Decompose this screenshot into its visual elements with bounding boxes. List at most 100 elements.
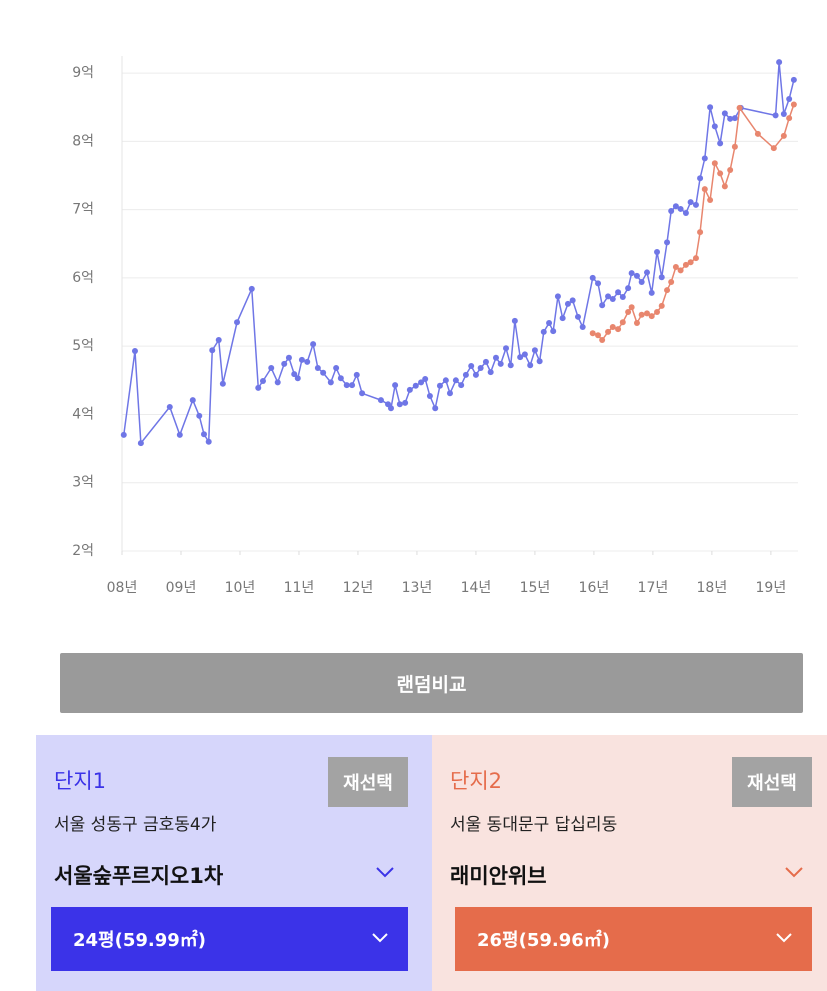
data-point: [337, 375, 344, 382]
data-point: [717, 140, 724, 147]
x-tick-label: 15년: [520, 580, 551, 596]
data-point: [707, 104, 714, 111]
data-point: [721, 110, 728, 117]
y-tick-label: 2억: [72, 543, 94, 559]
data-point: [540, 328, 547, 335]
data-point: [406, 386, 413, 393]
data-point: [546, 319, 553, 326]
data-point: [487, 369, 494, 376]
data-point: [396, 401, 403, 408]
y-tick-label: 8억: [72, 133, 94, 149]
chevron[interactable]: [374, 863, 396, 881]
data-point: [707, 197, 714, 204]
data-point: [736, 104, 743, 111]
data-point: [120, 431, 127, 438]
reselect-button[interactable]: 재선택: [328, 757, 408, 807]
data-point: [579, 324, 586, 331]
data-point: [687, 199, 694, 206]
data-point: [418, 379, 425, 386]
data-point: [615, 289, 622, 296]
data-point: [664, 239, 671, 246]
data-point: [595, 280, 602, 287]
address: 서울 성동구 금호동4가: [54, 815, 217, 835]
x-tick-label: 16년: [579, 580, 610, 596]
y-tick-label: 7억: [72, 202, 94, 218]
data-point: [599, 302, 606, 309]
data-point: [314, 365, 321, 372]
data-point: [452, 377, 459, 384]
data-point: [701, 155, 708, 162]
size-label: 24평(59.99㎡): [73, 930, 206, 951]
price-chart: 2억 3억 4억 5억 6억 7억 8억 9억 08년 09년 10년 11년 12년 13년 14년 15년…: [72, 56, 798, 596]
data-point: [531, 347, 538, 354]
data-point: [298, 356, 305, 363]
data-point: [780, 132, 787, 139]
complex-name[interactable]: 래미안위브: [450, 864, 547, 888]
data-point: [527, 362, 534, 369]
data-point: [692, 255, 699, 262]
data-point: [790, 76, 797, 83]
data-point: [200, 431, 207, 438]
data-point: [648, 313, 655, 320]
data-point: [392, 382, 399, 389]
data-point: [701, 186, 708, 193]
data-point: [780, 111, 787, 118]
x-tick-label: 19년: [756, 580, 787, 596]
data-point: [436, 382, 443, 389]
data-point: [658, 302, 665, 309]
data-point: [609, 296, 616, 303]
data-point: [609, 324, 616, 331]
data-point: [536, 358, 543, 365]
data-point: [625, 285, 632, 292]
data-point: [727, 167, 734, 174]
chevron[interactable]: [783, 863, 805, 881]
data-point: [628, 304, 635, 311]
data-point: [219, 380, 226, 387]
x-tick-label: 18년: [697, 580, 728, 596]
data-point: [259, 377, 266, 384]
data-point: [697, 175, 704, 182]
data-point: [215, 337, 222, 344]
data-point: [574, 313, 581, 320]
y-tick-label: 3억: [72, 475, 94, 491]
data-point: [274, 379, 281, 386]
data-point: [477, 365, 484, 372]
data-point: [727, 115, 734, 122]
y-tick-label: 4억: [72, 406, 94, 422]
data-point: [677, 267, 684, 274]
data-point: [327, 379, 334, 386]
data-point: [682, 261, 689, 268]
data-point: [605, 328, 612, 335]
x-tick-label: 09년: [166, 580, 197, 596]
data-point: [595, 332, 602, 339]
data-point: [234, 319, 241, 326]
random-compare-button[interactable]: 랜덤비교: [60, 653, 803, 713]
data-point: [412, 382, 419, 389]
data-point: [422, 375, 429, 382]
data-point: [786, 96, 793, 103]
reselect-button[interactable]: 재선택: [732, 757, 812, 807]
data-point: [682, 210, 689, 217]
data-point: [472, 371, 479, 378]
data-point: [310, 341, 317, 348]
data-point: [643, 269, 650, 276]
data-point: [628, 270, 635, 277]
data-point: [255, 384, 262, 391]
data-point: [754, 130, 761, 137]
data-point: [387, 405, 394, 412]
data-point: [672, 263, 679, 270]
data-point: [677, 205, 684, 212]
data-point: [643, 310, 650, 317]
data-point: [359, 390, 366, 397]
data-point: [294, 375, 301, 382]
data-point: [711, 123, 718, 130]
data-point: [654, 309, 661, 316]
size-dropdown[interactable]: 26평(59.96㎡): [455, 907, 812, 971]
complex-name[interactable]: 서울숲푸르지오1차: [54, 864, 224, 888]
data-point: [320, 369, 327, 376]
data-point: [497, 360, 504, 367]
x-tick-label: 10년: [225, 580, 256, 596]
data-point: [638, 311, 645, 318]
size-dropdown[interactable]: 24평(59.99㎡): [51, 907, 408, 971]
data-point: [550, 328, 557, 335]
